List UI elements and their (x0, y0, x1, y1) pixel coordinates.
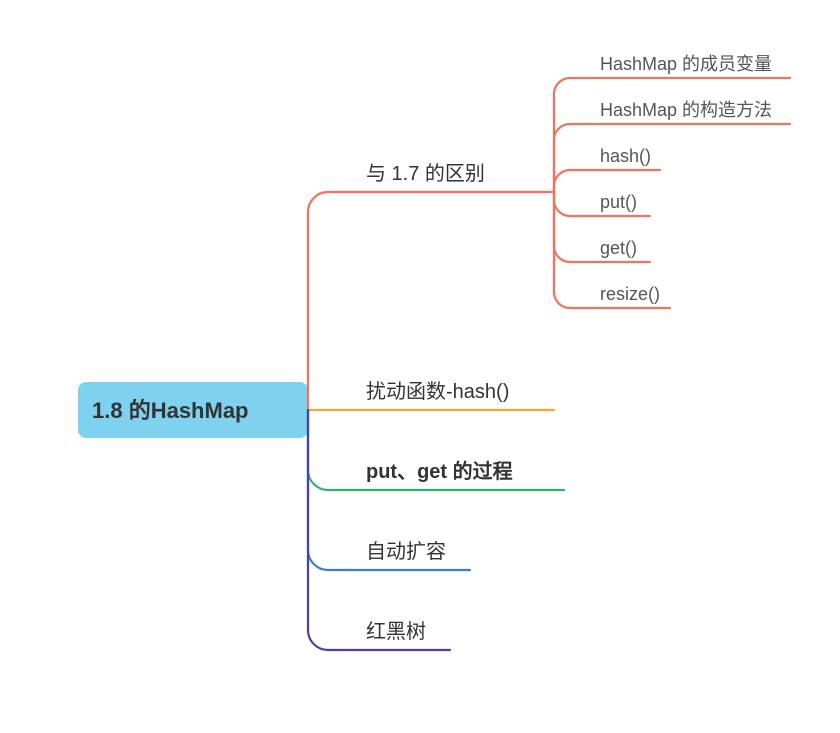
mindmap-canvas: 1.8 的HashMap 与 1.7 的区别 HashMap 的成员变量 HashMa… (0, 0, 840, 733)
root-label: 1.8 的HashMap (92, 398, 249, 423)
leaf-connector-diff17-2 (554, 170, 596, 192)
branch-label-resize[interactable]: 自动扩容 (366, 540, 446, 563)
leaf-label-diff17-0[interactable]: HashMap 的成员变量 (600, 54, 772, 74)
leaf-label-diff17-4[interactable]: get() (600, 238, 637, 258)
branch-connector-rbtree (308, 410, 350, 650)
branch-label-rbtree[interactable]: 红黑树 (366, 620, 426, 643)
branch-connector-putget (308, 410, 350, 490)
leaf-label-diff17-3[interactable]: put() (600, 192, 637, 212)
leaf-label-diff17-1[interactable]: HashMap 的构造方法 (600, 100, 772, 120)
leaf-connector-diff17-5 (554, 192, 596, 308)
leaf-connector-diff17-0 (554, 78, 596, 192)
leaf-label-diff17-5[interactable]: resize() (600, 284, 660, 304)
branch-label-putget[interactable]: put、get 的过程 (366, 459, 513, 483)
branch-label-diff17[interactable]: 与 1.7 的区别 (366, 162, 485, 185)
leaf-connector-diff17-4 (554, 192, 596, 262)
branch-connector-diff17 (308, 192, 350, 410)
leaf-label-diff17-2[interactable]: hash() (600, 146, 651, 166)
branch-label-hashfn[interactable]: 扰动函数-hash() (366, 380, 509, 403)
leaf-connector-diff17-3 (554, 192, 596, 216)
leaf-connector-diff17-1 (554, 124, 596, 192)
